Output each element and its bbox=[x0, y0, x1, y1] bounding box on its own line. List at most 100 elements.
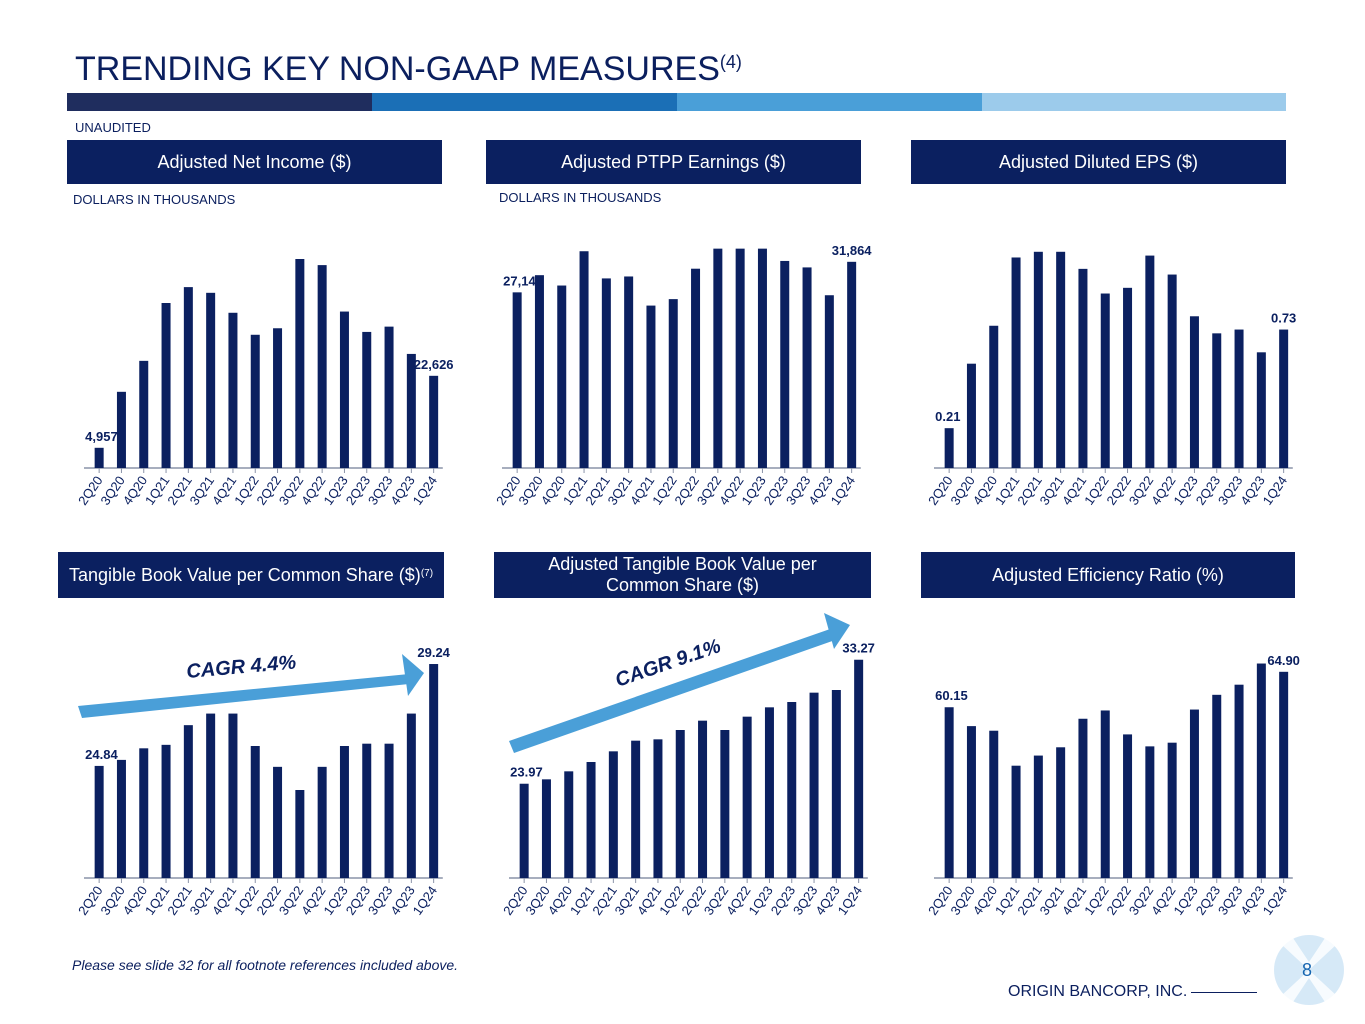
bar-4Q23 bbox=[831, 690, 841, 878]
x-tick-label: 1Q24 bbox=[410, 473, 441, 508]
bar-2Q20 bbox=[512, 292, 522, 468]
bar-2Q20 bbox=[94, 765, 104, 878]
bar-3Q21 bbox=[1056, 747, 1066, 878]
bar-4Q23 bbox=[1256, 352, 1266, 468]
bar-3Q22 bbox=[713, 248, 723, 468]
bar-3Q23 bbox=[1234, 684, 1244, 878]
bar-3Q21 bbox=[1056, 251, 1066, 468]
bar-2Q22 bbox=[1123, 287, 1133, 468]
bar-1Q22 bbox=[675, 730, 685, 878]
bar-1Q21 bbox=[1011, 765, 1021, 878]
bar-1Q21 bbox=[586, 762, 596, 878]
units-note-ptpp: DOLLARS IN THOUSANDS bbox=[499, 190, 662, 205]
bar-1Q21 bbox=[161, 744, 171, 878]
panel-header-eps: Adjusted Diluted EPS ($) bbox=[911, 140, 1286, 184]
bar-2Q21 bbox=[183, 287, 193, 468]
bar-1Q21 bbox=[161, 303, 171, 468]
bar-2Q22 bbox=[1123, 734, 1133, 878]
data-label: 33.27 bbox=[842, 641, 875, 656]
chart-tangible-book-value: 2Q2024.843Q204Q201Q212Q213Q214Q211Q222Q2… bbox=[75, 645, 451, 918]
x-tick-label: 1Q24 bbox=[1260, 473, 1291, 508]
bar-4Q20 bbox=[564, 771, 574, 878]
data-label: 31,864 bbox=[832, 243, 873, 258]
data-label: 60.15 bbox=[935, 688, 968, 703]
panel-header-net-income: Adjusted Net Income ($) bbox=[67, 140, 442, 184]
bar-1Q22 bbox=[250, 746, 260, 878]
company-name: ORIGIN BANCORP, INC. bbox=[1008, 983, 1258, 1001]
bar-4Q21 bbox=[228, 713, 238, 878]
cagr-arrow-head bbox=[824, 613, 850, 649]
data-label: 29.24 bbox=[417, 645, 450, 660]
bar-2Q21 bbox=[601, 278, 611, 468]
bar-2Q20 bbox=[944, 707, 954, 878]
bar-2Q23 bbox=[1212, 694, 1222, 878]
bar-2Q23 bbox=[787, 702, 797, 878]
bar-1Q21 bbox=[1011, 257, 1021, 468]
bar-4Q22 bbox=[1167, 742, 1177, 878]
bar-3Q22 bbox=[295, 790, 305, 878]
bar-2Q23 bbox=[1212, 333, 1222, 468]
bar-4Q23 bbox=[824, 295, 834, 468]
chart-adjusted-tangible-book-value: 2Q2023.973Q204Q201Q212Q213Q214Q211Q222Q2… bbox=[500, 641, 875, 918]
x-tick-label: 1Q24 bbox=[828, 473, 859, 508]
bar-3Q23 bbox=[384, 326, 394, 468]
chart-adjusted-efficiency-ratio: 2Q2060.153Q204Q201Q212Q213Q214Q211Q222Q2… bbox=[925, 653, 1300, 918]
bar-2Q22 bbox=[273, 766, 283, 878]
bar-4Q22 bbox=[317, 265, 327, 468]
bar-3Q22 bbox=[720, 730, 730, 878]
bar-4Q20 bbox=[989, 325, 999, 468]
bar-1Q21 bbox=[579, 251, 589, 468]
bar-2Q20 bbox=[94, 447, 104, 468]
logo-icon bbox=[1274, 935, 1344, 1005]
footnote: Please see slide 32 for all footnote ref… bbox=[72, 957, 459, 973]
bar-1Q22 bbox=[1100, 710, 1110, 878]
chart-adjusted-ptpp-earnings: 2Q2027,1463Q204Q201Q212Q213Q214Q211Q222Q… bbox=[493, 243, 872, 508]
panel-header-efficiency: Adjusted Efficiency Ratio (%) bbox=[921, 552, 1295, 598]
bar-1Q23 bbox=[1189, 709, 1199, 878]
bar-1Q22 bbox=[250, 334, 260, 468]
bar-2Q23 bbox=[362, 331, 372, 468]
data-label: 22,626 bbox=[414, 357, 454, 372]
bar-4Q23 bbox=[406, 713, 416, 878]
page-title: TRENDING KEY NON-GAAP MEASURES(4) bbox=[75, 50, 742, 88]
bar-2Q23 bbox=[362, 743, 372, 878]
bar-2Q20 bbox=[519, 783, 529, 878]
bar-1Q23 bbox=[1189, 316, 1199, 468]
bar-4Q21 bbox=[228, 312, 238, 468]
title-stripe-4 bbox=[982, 93, 1286, 111]
bar-1Q24 bbox=[854, 659, 864, 878]
chart-adjusted-diluted-eps: 2Q200.213Q204Q201Q212Q213Q214Q211Q222Q22… bbox=[925, 251, 1296, 508]
cagr-arrow-adjusted-tbv: CAGR 9.1% bbox=[509, 613, 850, 753]
bar-3Q20 bbox=[966, 726, 976, 878]
cagr-arrow-tbv: CAGR 4.4% bbox=[78, 651, 424, 718]
bar-4Q23 bbox=[406, 353, 416, 468]
bar-3Q22 bbox=[1145, 746, 1155, 878]
bar-3Q20 bbox=[116, 759, 126, 878]
page-number: 8 bbox=[1302, 960, 1313, 980]
data-label: 27,146 bbox=[503, 273, 543, 288]
cagr-arrow-head bbox=[402, 654, 424, 696]
data-label: 24.84 bbox=[85, 747, 118, 762]
bar-2Q21 bbox=[1033, 755, 1043, 878]
bar-4Q21 bbox=[653, 739, 663, 878]
bar-3Q22 bbox=[1145, 255, 1155, 468]
bar-1Q24 bbox=[1279, 329, 1289, 468]
company-underline bbox=[1191, 992, 1258, 993]
bar-1Q24 bbox=[429, 664, 439, 878]
unaudited-label: UNAUDITED bbox=[75, 120, 151, 135]
bar-4Q21 bbox=[1078, 718, 1088, 878]
title-stripe-2 bbox=[372, 93, 677, 111]
bar-4Q22 bbox=[317, 766, 327, 878]
bar-3Q21 bbox=[206, 713, 216, 878]
bar-3Q23 bbox=[1234, 329, 1244, 468]
bar-1Q23 bbox=[339, 311, 349, 468]
bar-1Q24 bbox=[429, 375, 439, 468]
bar-2Q22 bbox=[698, 720, 708, 878]
bar-1Q23 bbox=[339, 746, 349, 878]
bar-1Q23 bbox=[764, 707, 774, 878]
bar-3Q20 bbox=[966, 363, 976, 468]
bar-1Q24 bbox=[1279, 671, 1289, 878]
panel-header-adjusted-tbv: Adjusted Tangible Book Value per Common S… bbox=[494, 552, 871, 598]
bar-1Q23 bbox=[757, 248, 767, 468]
bar-3Q23 bbox=[802, 267, 812, 468]
